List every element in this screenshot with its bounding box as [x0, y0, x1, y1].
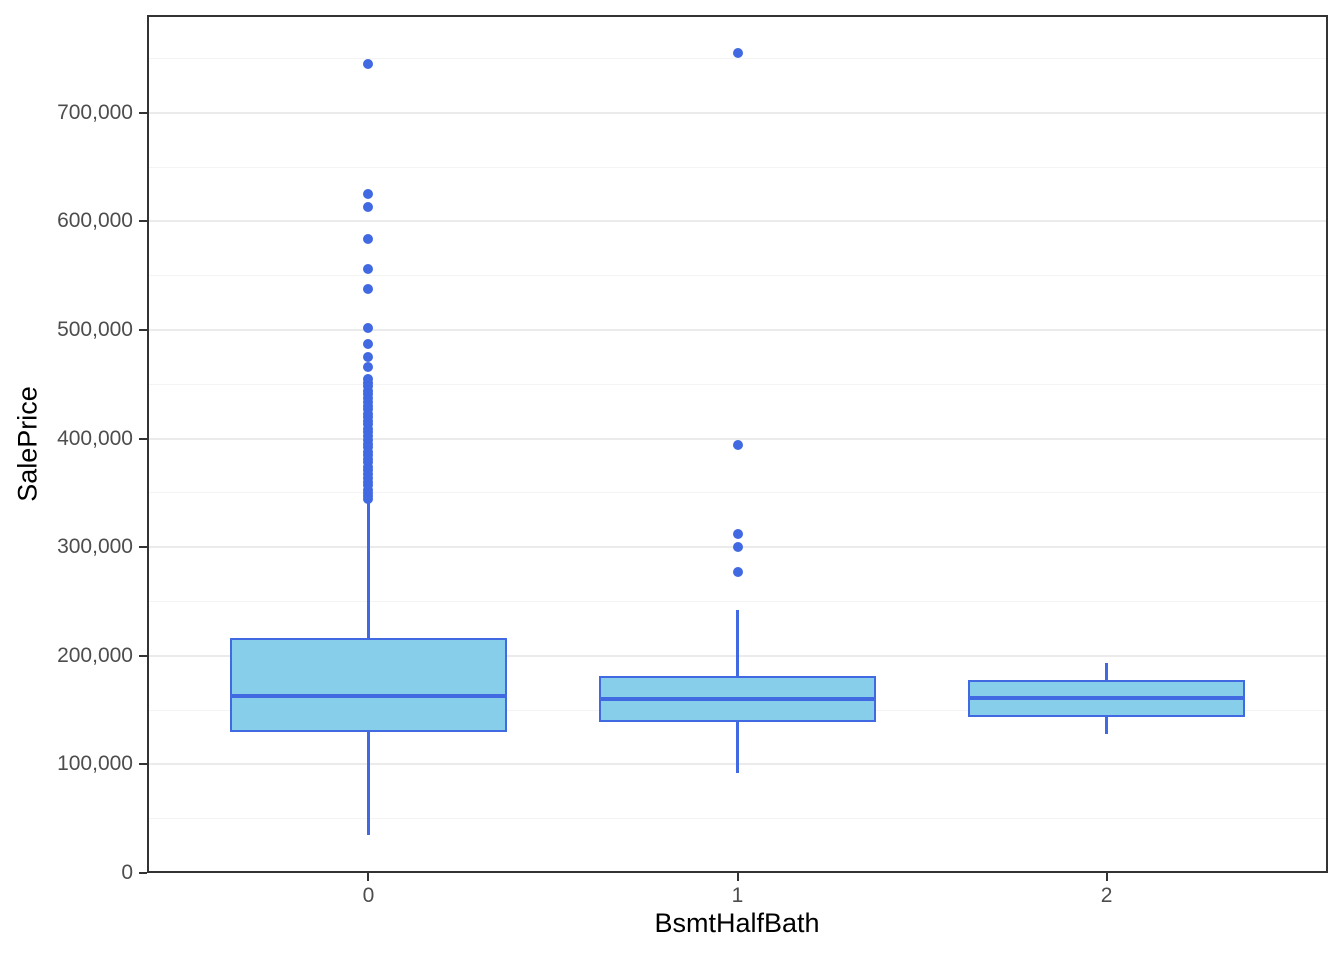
y-tick-mark: [139, 437, 147, 440]
gridline-major: [147, 328, 1328, 331]
y-tick-label: 0: [121, 861, 133, 884]
outlier-point: [363, 322, 374, 333]
y-tick-mark: [139, 763, 147, 766]
median-line: [599, 696, 876, 702]
outlier-point: [363, 233, 374, 244]
whisker-upper: [367, 502, 370, 639]
outlier-point: [732, 567, 743, 578]
y-tick-label: 200,000: [57, 643, 133, 667]
gridline-minor: [147, 57, 1328, 59]
y-tick-label: 500,000: [57, 317, 133, 341]
outlier-point: [363, 494, 374, 505]
boxplot-box: [230, 638, 507, 732]
y-tick-label: 400,000: [57, 426, 133, 450]
x-tick-label: 0: [362, 884, 375, 907]
y-tick-mark: [139, 872, 147, 874]
outlier-point: [363, 189, 374, 200]
gridline-minor: [147, 275, 1328, 277]
y-axis-title: SalePrice: [12, 386, 43, 502]
x-tick-label: 2: [1100, 884, 1113, 907]
gridline-major: [147, 111, 1328, 114]
whisker-lower: [736, 722, 739, 774]
gridline-major: [147, 437, 1328, 440]
y-tick-label: 700,000: [57, 100, 133, 124]
x-tick-mark: [1105, 873, 1108, 881]
outlier-point: [732, 529, 743, 540]
y-tick-mark: [139, 654, 147, 657]
y-tick-label: 100,000: [57, 752, 133, 776]
outlier-point: [363, 352, 374, 363]
x-axis-title: BsmtHalfBath: [654, 908, 820, 938]
whisker-upper: [736, 610, 739, 677]
x-tick-mark: [736, 873, 739, 881]
whisker-lower: [367, 731, 370, 836]
plot-panel: [147, 15, 1328, 873]
outlier-point: [732, 48, 743, 58]
gridline-minor: [147, 492, 1328, 494]
whisker-lower: [1105, 716, 1108, 734]
outlier-point: [732, 440, 743, 451]
outlier-point: [363, 264, 374, 275]
y-tick-mark: [139, 111, 147, 114]
whisker-upper: [1105, 663, 1108, 680]
gridline-minor: [147, 383, 1328, 385]
gridline-minor: [147, 818, 1328, 820]
outlier-point: [363, 361, 374, 372]
y-tick-label: 300,000: [57, 535, 133, 559]
x-tick-mark: [367, 873, 370, 881]
median-line: [230, 693, 507, 699]
outlier-point: [363, 202, 374, 213]
outlier-point: [732, 542, 743, 553]
y-tick-label: 600,000: [57, 209, 133, 233]
outlier-point: [363, 283, 374, 294]
median-line: [968, 695, 1245, 701]
y-tick-mark: [139, 328, 147, 331]
gridline-minor: [147, 600, 1328, 602]
outlier-point: [363, 339, 374, 350]
y-tick-mark: [139, 546, 147, 549]
gridline-minor: [147, 166, 1328, 168]
x-tick-label: 1: [731, 884, 744, 907]
y-tick-mark: [139, 220, 147, 223]
gridline-major: [147, 220, 1328, 223]
outlier-point: [363, 58, 374, 69]
